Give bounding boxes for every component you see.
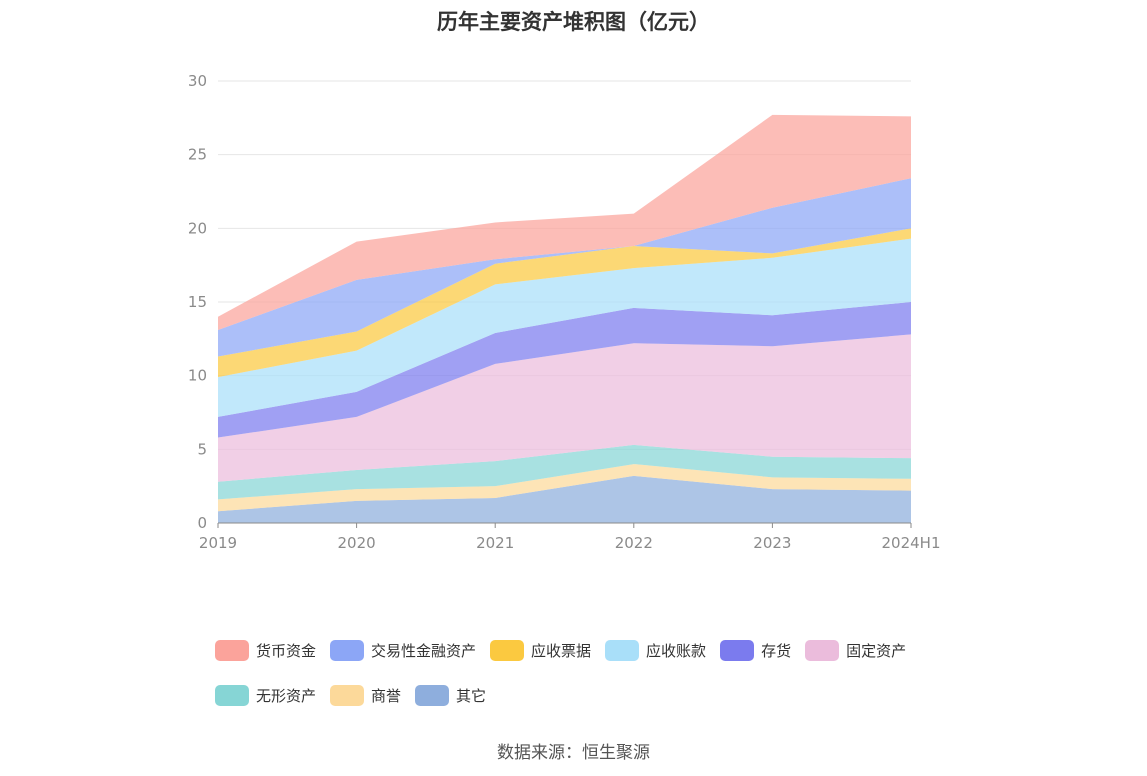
legend-swatch xyxy=(330,685,365,706)
x-tick-label: 2021 xyxy=(476,534,514,552)
y-tick-label: 30 xyxy=(188,72,207,90)
area-series-4[interactable] xyxy=(218,302,911,438)
legend-item[interactable]: 其它 xyxy=(415,685,486,706)
legend-label: 固定资产 xyxy=(846,642,907,660)
legend-swatch xyxy=(805,640,840,661)
legend-swatch xyxy=(330,640,365,661)
y-axis: 0 5 10 15 20 25 30 xyxy=(188,72,207,532)
area-series-3[interactable] xyxy=(218,334,911,482)
y-tick-label: 10 xyxy=(188,367,207,385)
area-series-2[interactable] xyxy=(218,444,911,500)
legend-label: 货币资金 xyxy=(256,642,317,660)
legend-item[interactable]: 固定资产 xyxy=(805,640,906,661)
y-tick-label: 15 xyxy=(188,293,207,311)
legend-label: 商誉 xyxy=(371,687,402,705)
area-series-8[interactable] xyxy=(218,114,911,330)
legend-swatch xyxy=(415,685,450,706)
y-tick-label: 0 xyxy=(197,514,207,532)
legend-item[interactable]: 应收票据 xyxy=(490,640,591,661)
legend-swatch xyxy=(605,640,640,661)
x-tick-label: 2023 xyxy=(753,534,791,552)
data-source: 数据来源：恒生聚源 xyxy=(497,743,650,763)
x-axis: 2019 2020 2021 2022 2023 2024H1 xyxy=(199,522,941,552)
y-tick-label: 5 xyxy=(197,440,207,458)
legend-item[interactable]: 无形资产 xyxy=(215,685,316,706)
x-tick-label: 2019 xyxy=(199,534,237,552)
y-tick-label: 20 xyxy=(188,219,207,237)
area-series-7[interactable] xyxy=(218,178,911,357)
x-tick-label: 2022 xyxy=(615,534,653,552)
legend-label: 存货 xyxy=(761,642,792,660)
legend-label: 应收票据 xyxy=(531,642,592,660)
legend-item[interactable]: 货币资金 xyxy=(215,640,316,661)
legend-swatch xyxy=(490,640,525,661)
legend-label: 应收账款 xyxy=(646,642,707,660)
legend-item[interactable]: 交易性金融资产 xyxy=(330,640,476,661)
area-series-6[interactable] xyxy=(218,228,911,378)
chart-title: 历年主要资产堆积图（亿元） xyxy=(437,10,710,34)
legend-swatch xyxy=(215,685,249,706)
legend-label: 无形资产 xyxy=(256,687,317,705)
y-tick-label: 25 xyxy=(188,146,207,164)
legend-swatch xyxy=(215,640,249,661)
legend-label: 交易性金融资产 xyxy=(371,642,477,660)
legend-item[interactable]: 商誉 xyxy=(330,685,401,706)
area-series-5[interactable] xyxy=(218,238,911,417)
legend-item[interactable]: 存货 xyxy=(720,640,791,661)
legend-label: 其它 xyxy=(456,687,487,705)
x-tick-label: 2024H1 xyxy=(882,534,941,552)
legend: 货币资金 交易性金融资产 应收票据 应收账款 存货 固定资产无形资产 商誉 其它 xyxy=(215,640,975,706)
area-series-0[interactable] xyxy=(218,475,911,523)
x-tick-label: 2020 xyxy=(338,534,376,552)
legend-item[interactable]: 应收账款 xyxy=(605,640,706,661)
legend-swatch xyxy=(720,640,755,661)
area-series-1[interactable] xyxy=(218,464,911,512)
area-series xyxy=(218,114,911,523)
